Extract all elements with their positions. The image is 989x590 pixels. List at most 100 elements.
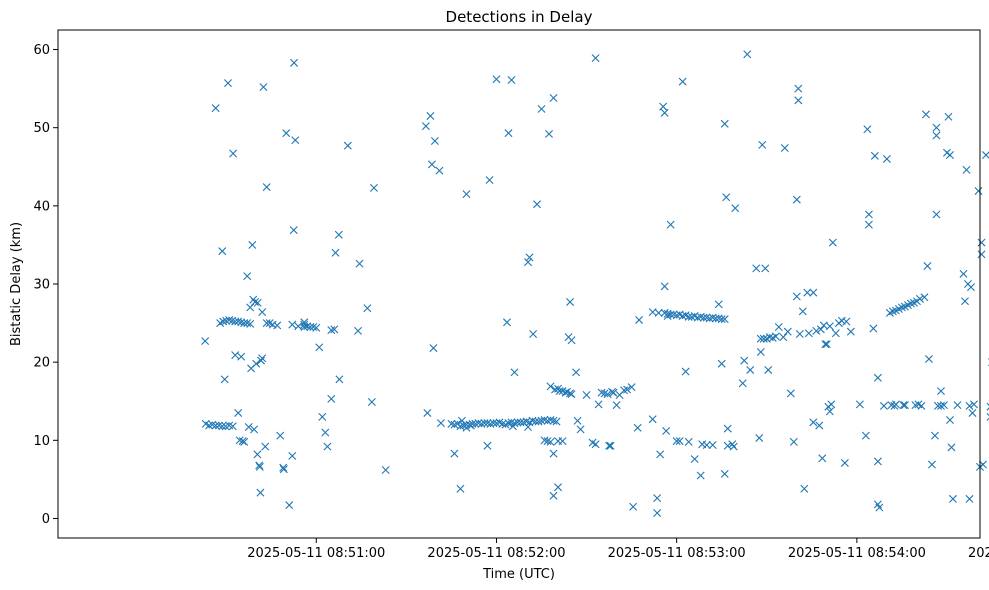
data-point: [218, 247, 227, 256]
data-point: [722, 193, 731, 202]
data-point: [572, 368, 581, 377]
y-axis-label: Bistatic Delay (km): [9, 222, 24, 346]
data-point: [846, 327, 855, 336]
data-point: [932, 210, 941, 219]
data-point: [917, 401, 926, 410]
data-point: [960, 297, 969, 306]
data-point: [456, 422, 465, 431]
data-point: [702, 441, 711, 449]
data-point: [234, 408, 243, 417]
data-point: [783, 327, 792, 336]
data-point: [812, 326, 821, 335]
data-point: [825, 407, 834, 416]
data-point: [740, 356, 749, 365]
data-point: [462, 190, 471, 199]
data-point: [771, 332, 780, 341]
data-point: [662, 426, 671, 435]
data-point: [540, 436, 549, 445]
data-point: [248, 240, 257, 249]
data-point: [603, 390, 612, 399]
data-point: [537, 104, 546, 113]
data-point: [720, 315, 729, 324]
y-tick-label: 40: [33, 199, 50, 214]
data-point: [279, 463, 288, 472]
data-point: [279, 465, 288, 474]
data-point: [953, 401, 962, 410]
data-point: [483, 441, 492, 450]
data-point: [529, 330, 538, 339]
data-point: [290, 58, 299, 67]
data-point: [240, 437, 249, 446]
data-point: [684, 437, 693, 446]
data-point: [660, 282, 669, 291]
data-point: [842, 317, 851, 326]
data-point: [262, 183, 271, 192]
data-point: [932, 131, 941, 140]
data-point: [253, 298, 262, 307]
data-point: [879, 401, 888, 410]
data-point: [743, 50, 752, 59]
data-point: [343, 141, 352, 150]
data-point: [244, 423, 253, 432]
data-point: [549, 416, 558, 425]
data-point: [549, 491, 558, 500]
data-point: [798, 307, 807, 316]
data-point: [831, 329, 840, 338]
data-point: [635, 315, 644, 324]
data-point: [795, 330, 804, 339]
data-point: [681, 367, 690, 376]
data-point: [552, 417, 561, 426]
data-point: [690, 455, 699, 464]
data-point: [965, 494, 974, 503]
data-point: [959, 269, 968, 278]
data-point: [656, 450, 665, 459]
data-point: [288, 451, 297, 460]
data-point: [255, 461, 264, 470]
data-point: [558, 437, 567, 446]
data-point: [600, 389, 609, 398]
data-point: [714, 300, 723, 309]
data-point: [968, 408, 977, 417]
data-point: [524, 423, 532, 432]
data-point: [262, 319, 271, 328]
data-point: [421, 122, 430, 131]
data-point: [939, 401, 948, 410]
y-tick-label: 10: [33, 434, 50, 449]
data-point: [932, 123, 941, 132]
data-point: [524, 258, 532, 267]
data-point: [219, 317, 228, 326]
y-tick-label: 0: [42, 512, 50, 527]
data-point: [864, 220, 873, 229]
data-point: [792, 292, 801, 301]
y-tick-label: 50: [33, 121, 50, 136]
data-point: [222, 316, 231, 325]
data-point: [752, 264, 761, 273]
data-point: [756, 334, 765, 343]
data-point: [986, 412, 989, 421]
data-point: [827, 400, 836, 409]
data-point: [303, 322, 312, 331]
data-point: [764, 365, 773, 374]
data-point: [276, 431, 285, 440]
data-point: [869, 324, 878, 333]
data-point: [948, 494, 957, 503]
data-point: [899, 401, 908, 410]
data-point: [746, 365, 755, 374]
data-point: [828, 238, 837, 247]
data-point: [717, 315, 726, 324]
data-point: [546, 437, 555, 446]
data-point: [900, 401, 909, 410]
data-point: [429, 344, 438, 353]
data-point: [229, 149, 238, 158]
data-point: [259, 83, 268, 92]
data-point: [456, 484, 465, 493]
data-point: [354, 326, 363, 335]
data-point: [755, 433, 764, 442]
data-point: [669, 310, 678, 319]
data-point: [211, 104, 220, 113]
data-point: [873, 373, 882, 382]
data-point: [211, 421, 220, 430]
data-point: [921, 110, 930, 119]
data-point: [231, 351, 240, 360]
data-point: [546, 382, 555, 391]
